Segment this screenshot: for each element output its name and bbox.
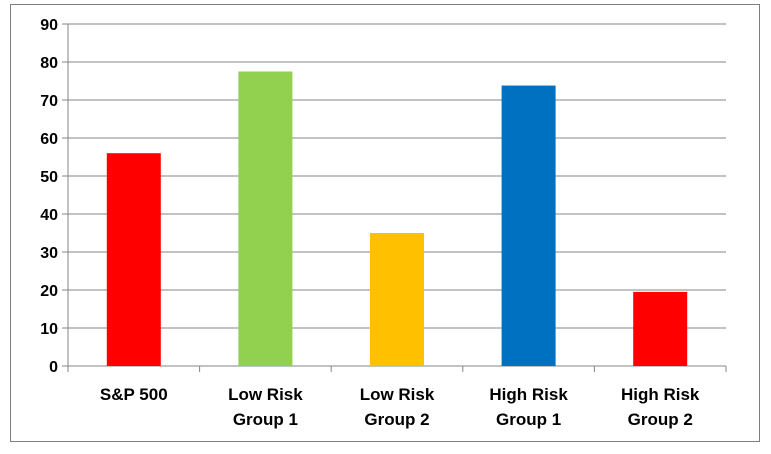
y-tick-label: 30 xyxy=(40,245,58,262)
y-tick-label: 90 xyxy=(40,17,58,34)
x-category-label-line: Low Risk xyxy=(360,385,435,404)
x-category-label-line: High Risk xyxy=(621,385,700,404)
bar xyxy=(370,233,424,366)
x-category-label-line: S&P 500 xyxy=(100,385,168,404)
y-tick-label: 70 xyxy=(40,93,58,110)
x-category-label-line: Group 2 xyxy=(364,410,429,429)
y-tick-label: 80 xyxy=(40,55,58,72)
x-category-label-line: Low Risk xyxy=(228,385,303,404)
y-tick-label: 20 xyxy=(40,283,58,300)
y-tick-label: 0 xyxy=(49,359,58,376)
bar xyxy=(633,291,688,366)
bars xyxy=(106,71,688,366)
x-category-label: High Risk Group 1 xyxy=(489,385,568,429)
bar xyxy=(238,71,293,366)
x-category-label-line: Group 2 xyxy=(628,410,693,429)
x-category-label: Low Risk Group 1 xyxy=(228,385,303,429)
x-category-label-line: Group 1 xyxy=(233,410,298,429)
x-category-label-line: High Risk xyxy=(489,385,568,404)
y-tick-label: 50 xyxy=(40,169,58,186)
y-tick-label: 40 xyxy=(40,207,58,224)
x-category-label: High Risk Group 2 xyxy=(621,385,700,429)
x-category-label: Low Risk Group 2 xyxy=(360,385,435,429)
bar xyxy=(106,153,161,366)
x-category-label: S&P 500 xyxy=(100,385,168,404)
y-tick-label: 10 xyxy=(40,321,58,338)
y-tick-label: 60 xyxy=(40,131,58,148)
gridlines xyxy=(68,23,726,329)
x-category-label-line: Group 1 xyxy=(496,410,561,429)
y-tick-labels: 0 10 20 30 40 50 60 70 80 90 xyxy=(40,17,58,376)
bar xyxy=(501,85,556,366)
